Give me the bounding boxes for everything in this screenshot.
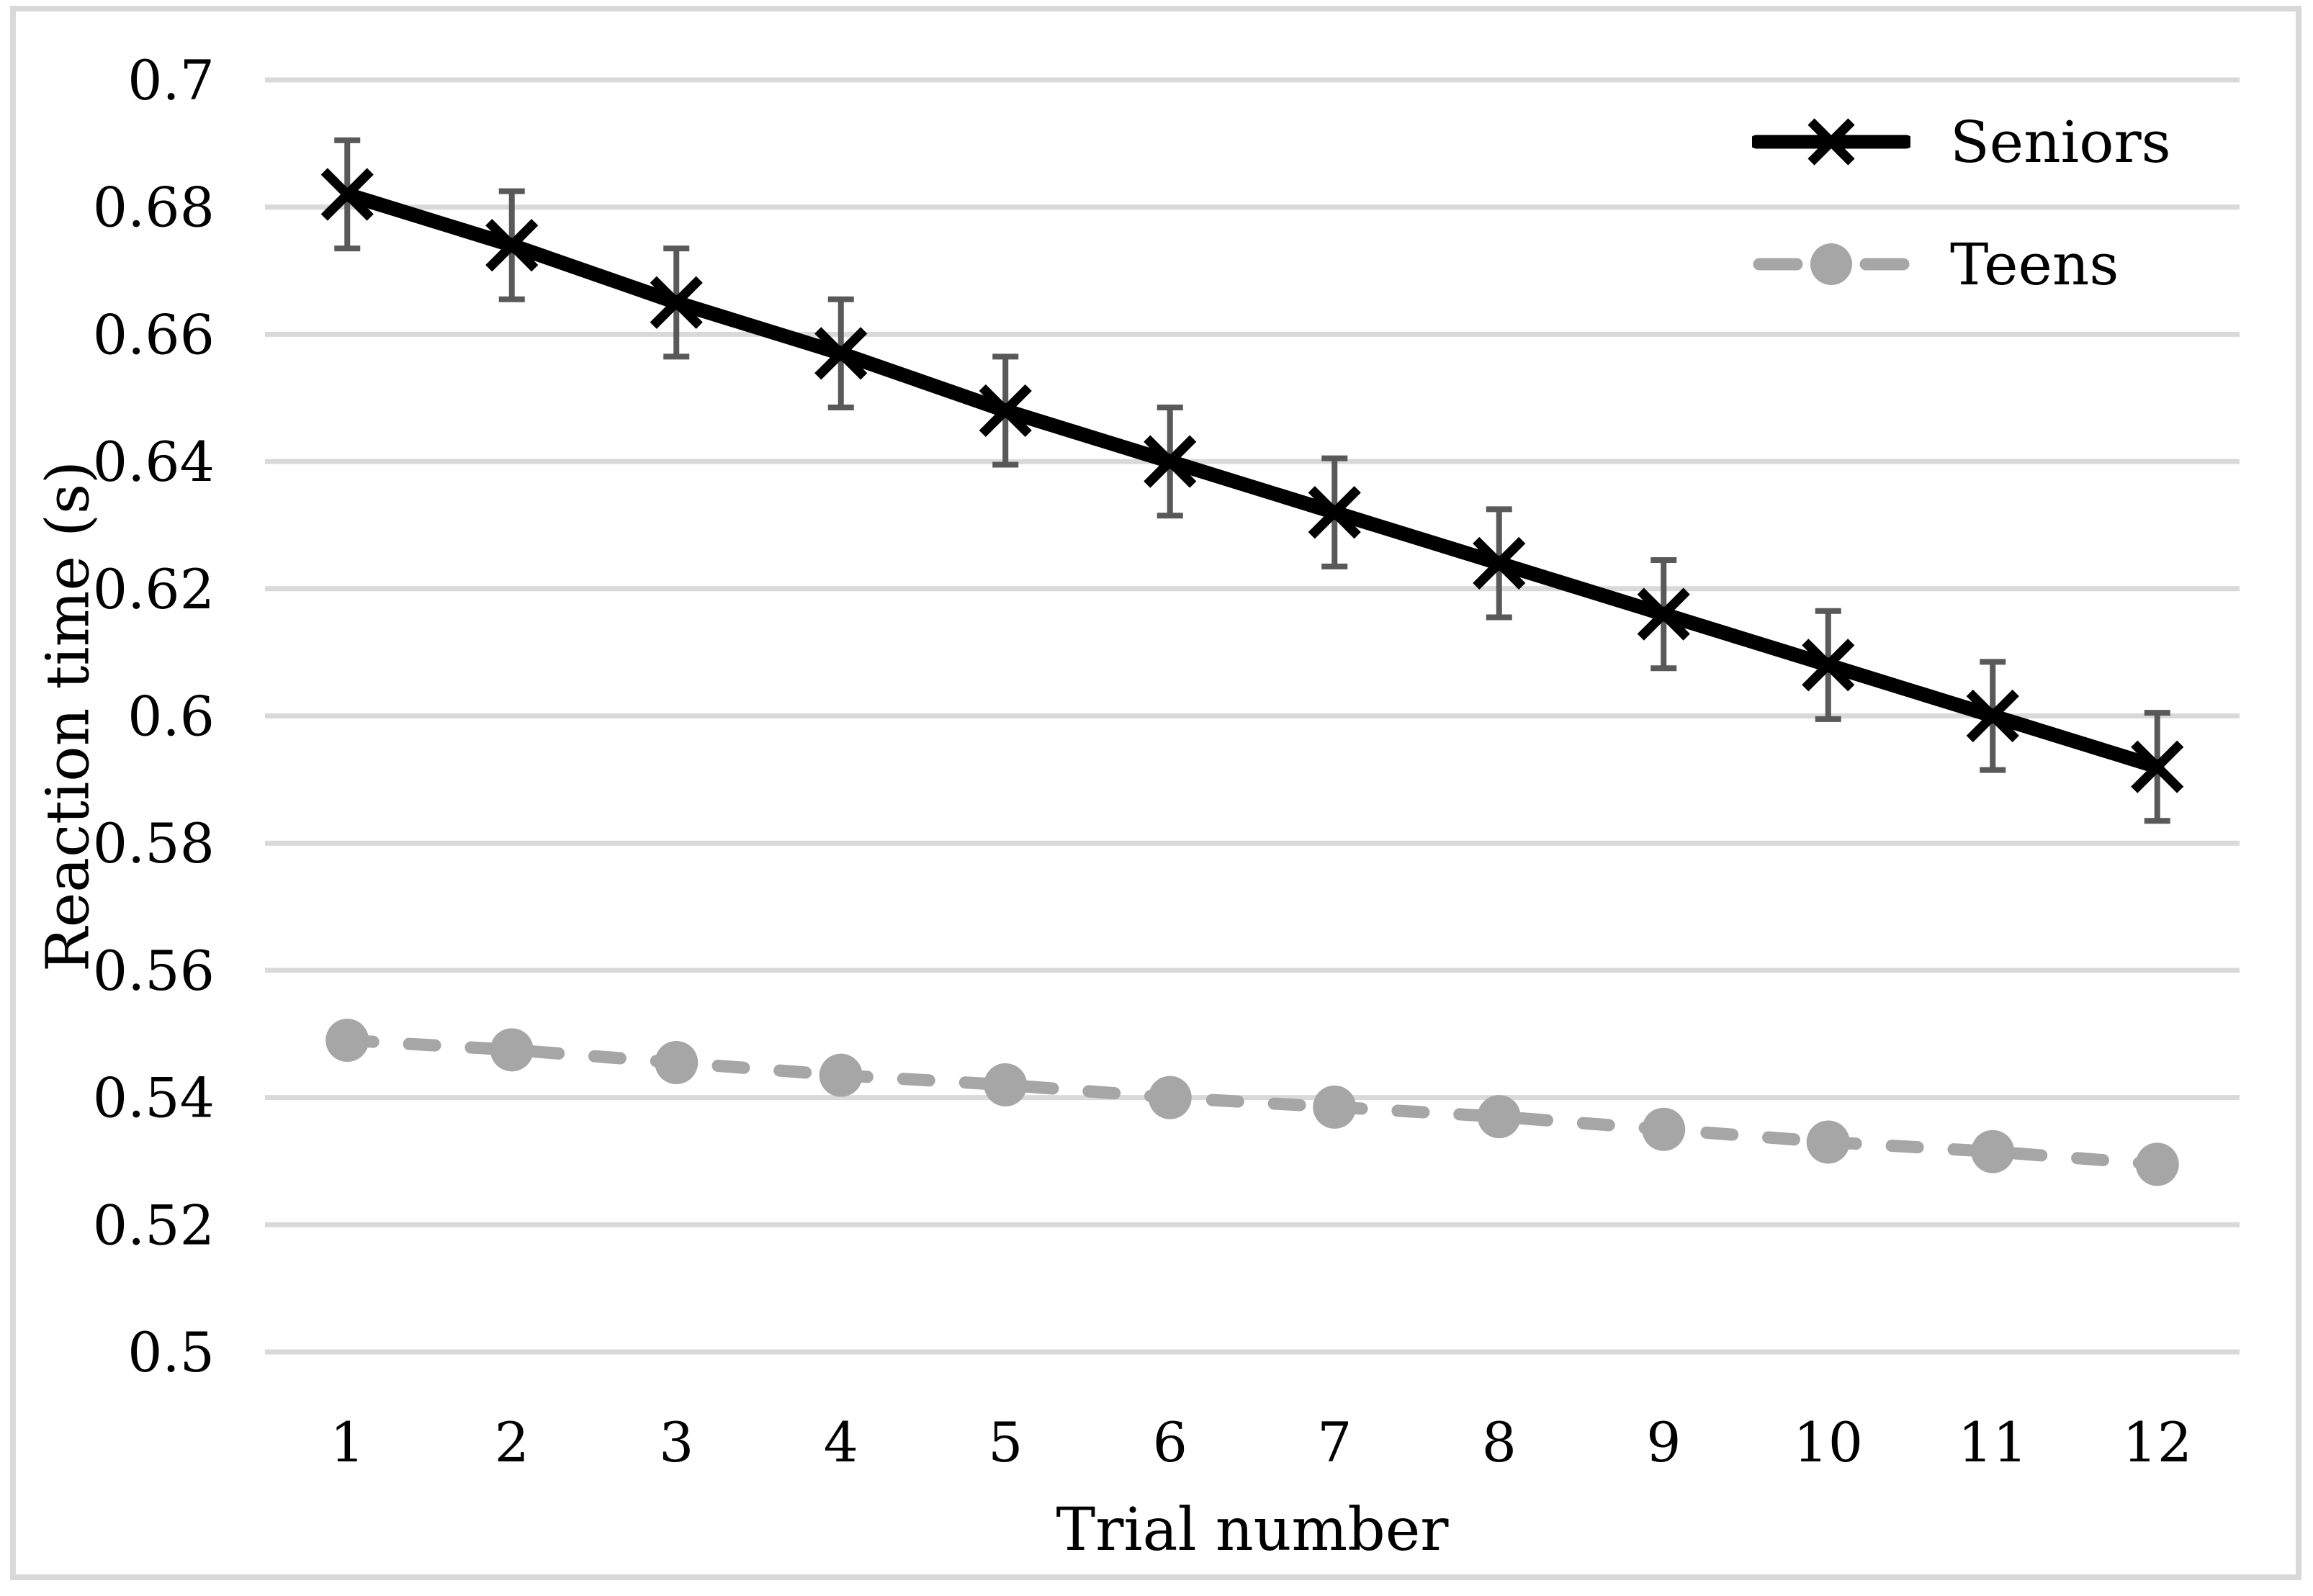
seniors-line-sample-icon xyxy=(1752,118,1910,166)
x-tick-label: 9 xyxy=(1646,1410,1681,1474)
x-axis-title: Trial number xyxy=(1056,1496,1449,1564)
teens-marker-circle xyxy=(1313,1085,1357,1129)
y-tick-label: 0.6 xyxy=(127,685,215,749)
x-tick-label: 11 xyxy=(1958,1410,2028,1474)
x-tick-label: 5 xyxy=(988,1410,1023,1474)
legend: Seniors Teens xyxy=(1752,108,2171,298)
y-tick-label: 0.68 xyxy=(93,176,215,240)
seniors-marker-x xyxy=(650,276,703,329)
seniors-series-line xyxy=(345,187,2160,774)
y-tick-label: 0.66 xyxy=(93,302,215,366)
teens-marker-circle xyxy=(490,1028,534,1072)
seniors-marker-x xyxy=(320,168,374,221)
teens-marker-circle xyxy=(2135,1142,2179,1186)
y-tick-label: 0.62 xyxy=(93,557,215,621)
seniors-marker-x xyxy=(1144,435,1197,488)
teens-marker-circle xyxy=(984,1063,1028,1106)
seniors-marker-x xyxy=(1802,639,1855,692)
legend-item-teens: Teens xyxy=(1752,230,2171,298)
teens-marker-circle xyxy=(655,1041,699,1085)
y-tick-label: 0.58 xyxy=(93,811,215,875)
teens-marker-circle xyxy=(1806,1120,1850,1164)
y-tick-label: 0.52 xyxy=(93,1193,215,1257)
x-tick-label: 1 xyxy=(330,1410,364,1474)
seniors-marker-x xyxy=(1966,689,2019,743)
legend-item-seniors: Seniors xyxy=(1752,108,2171,176)
x-tick-label: 3 xyxy=(659,1410,693,1474)
seniors-marker-x xyxy=(979,384,1032,438)
y-tick-label: 0.5 xyxy=(127,1320,215,1384)
seniors-marker-x xyxy=(1637,587,1690,641)
seniors-marker-x xyxy=(485,219,539,272)
y-axis-title: Reaction time (s) xyxy=(34,460,103,973)
seniors-marker-x xyxy=(1473,536,1526,590)
teens-line-sample-icon xyxy=(1753,243,1910,285)
x-tick-label: 4 xyxy=(824,1410,858,1474)
teens-series-line xyxy=(341,1034,2164,1171)
teens-marker-circle xyxy=(1148,1076,1192,1119)
teens-marker-circle xyxy=(1642,1107,1686,1151)
teens-marker-circle xyxy=(1477,1095,1521,1139)
teens-marker-circle xyxy=(325,1019,369,1063)
teens-marker-circle xyxy=(819,1053,863,1097)
x-tick-label: 6 xyxy=(1153,1410,1187,1474)
teens-marker-circle xyxy=(1971,1130,2015,1173)
seniors-marker-x xyxy=(1308,486,1361,539)
x-tick-label: 12 xyxy=(2122,1410,2192,1474)
legend-label-seniors: Seniors xyxy=(1950,108,2171,176)
x-tick-label: 7 xyxy=(1317,1410,1352,1474)
y-tick-label: 0.64 xyxy=(93,430,215,494)
y-tick-label: 0.56 xyxy=(93,939,215,1003)
x-tick-label: 10 xyxy=(1793,1410,1863,1474)
y-tick-label: 0.54 xyxy=(93,1066,215,1130)
x-tick-label: 2 xyxy=(495,1410,529,1474)
legend-label-teens: Teens xyxy=(1950,230,2119,298)
seniors-marker-x xyxy=(814,327,868,380)
seniors-marker-x xyxy=(2131,740,2184,793)
x-tick-label: 8 xyxy=(1482,1410,1517,1474)
y-tick-label: 0.7 xyxy=(127,48,215,112)
